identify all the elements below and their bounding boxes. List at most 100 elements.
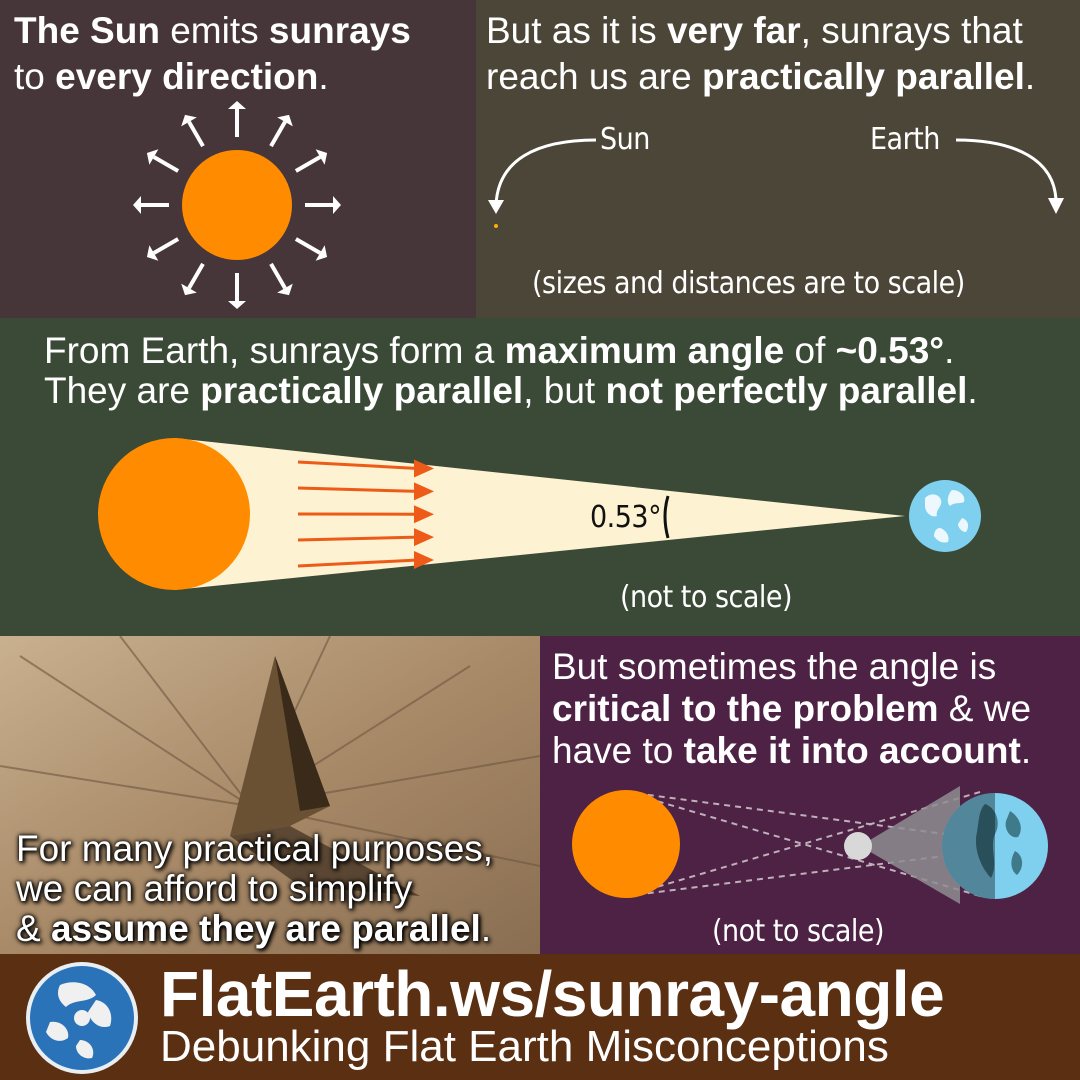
scale-note: (not to scale) [712, 914, 885, 949]
sunray-line [297, 460, 419, 470]
text-segment: emits [159, 10, 269, 51]
ray-arrow-shaft [294, 237, 322, 255]
panel5-line3: have to take it into account. [552, 730, 1031, 772]
text-segment: The Sun [14, 10, 160, 51]
ray-arrowhead [181, 114, 197, 127]
sun-label: Sun [600, 122, 650, 157]
text-segment: ~0.53° [835, 330, 945, 371]
moon-icon [844, 832, 872, 860]
sun-icon [572, 790, 680, 898]
text-segment: . [1024, 56, 1036, 97]
sun-icon [182, 150, 292, 260]
earth-icon [942, 793, 1048, 899]
shadow-cone [860, 786, 960, 904]
ray-arrowhead [315, 149, 328, 165]
text-segment: have to [552, 730, 684, 771]
text-segment: every direction [55, 56, 319, 97]
text-segment: assume they are parallel [50, 908, 481, 949]
sunray-arrowhead [414, 459, 434, 478]
scale-diagram [488, 138, 1064, 228]
tiny-sun-icon [494, 224, 498, 228]
text-segment: , but [523, 370, 606, 411]
ray-arrow-shaft [187, 120, 205, 148]
panel5-line1: But sometimes the angle is [552, 646, 996, 688]
ray-arrowhead [333, 196, 341, 214]
ray-arrow-shaft [269, 120, 287, 148]
text-segment: . [480, 908, 492, 949]
text-segment: not perfectly parallel [605, 370, 968, 411]
sun-pointer-arrowhead [488, 200, 504, 214]
angle-diagram [98, 438, 981, 590]
ray-arrowhead [277, 283, 293, 296]
sunray-arrowhead [414, 482, 434, 501]
panel5-line2: critical to the problem & we [552, 688, 1031, 730]
ray-arrow-shaft [294, 155, 322, 173]
footer [0, 954, 1080, 1080]
panel2-line1: But as it is very far, sunrays that [486, 10, 1023, 52]
panel-max-angle: From Earth, sunrays form a maximum angle… [0, 318, 1080, 636]
panel2-line2: reach us are practically parallel. [486, 56, 1035, 98]
text-segment: very far [666, 10, 801, 51]
radial-arrows [133, 101, 341, 309]
ray-arrowhead [181, 283, 197, 296]
panel4-line2: we can afford to simplify [16, 868, 412, 910]
panel3-line2: They are practically parallel, but not p… [44, 370, 978, 412]
text-segment: reach us are [486, 56, 702, 97]
scale-note: (sizes and distances are to scale) [532, 266, 965, 301]
text-segment: practically parallel [200, 370, 524, 411]
panel4-line1: For many practical purposes, [16, 828, 493, 870]
text-segment: sunrays [268, 10, 411, 51]
text-segment: . [967, 370, 978, 411]
ray-arrow-shaft [152, 155, 180, 173]
text-segment: . [1020, 730, 1032, 771]
panel-sun-emits: The Sun emits sunrays to every direction… [0, 0, 476, 318]
text-segment: They are [44, 370, 201, 411]
earth-icon [909, 480, 981, 552]
text-segment: But as it is [486, 10, 667, 51]
text-segment: of [784, 330, 836, 371]
text-segment: . [944, 330, 955, 371]
sunray-arrowhead [414, 505, 434, 524]
sunlight-cone [174, 438, 905, 590]
sun-icon [98, 438, 250, 590]
text-segment: . [318, 56, 329, 97]
sun-rays-diagram [133, 101, 341, 309]
sunray-line [297, 486, 419, 493]
ray-arrowhead [133, 196, 141, 214]
sundial-photo [0, 636, 540, 954]
ray-arrowhead [146, 149, 159, 165]
ray-arrow-shaft [269, 262, 287, 290]
text-segment: maximum angle [504, 330, 785, 371]
text-segment: we can afford to simplify [16, 868, 413, 909]
panel1-line1: The Sun emits sunrays [14, 10, 411, 52]
earth-pointer-arrowhead [1048, 198, 1064, 214]
angle-label: 0.53° [590, 500, 662, 535]
ray-arrow-shaft [152, 237, 180, 255]
gnomon-shadow [230, 826, 420, 896]
text-segment: to [14, 56, 56, 97]
sunray-line [297, 535, 419, 542]
site-tagline: Debunking Flat Earth Misconceptions [160, 1022, 889, 1071]
ray-arrowhead [277, 114, 293, 127]
sun-pointer-arrow [494, 138, 597, 206]
text-segment: For many practical purposes, [16, 828, 494, 869]
text-segment: , sunrays that [800, 10, 1023, 51]
ray-arrowhead [228, 101, 246, 109]
panel-very-far: But as it is very far, sunrays that reac… [476, 0, 1080, 318]
angle-arc [663, 495, 670, 539]
parallel-rays [297, 459, 434, 569]
eclipse-diagram [572, 786, 1048, 904]
text-segment: & we [938, 688, 1032, 729]
ray-arrowhead [315, 245, 328, 261]
text-segment: But sometimes the angle is [552, 646, 997, 687]
panel1-line2: to every direction. [14, 56, 329, 98]
sunray-arrowhead [414, 551, 434, 569]
earth-pointer-arrow [955, 138, 1058, 201]
text-segment: & [16, 908, 51, 949]
panel3-line1: From Earth, sunrays form a maximum angle… [44, 330, 954, 372]
site-url-title[interactable]: FlatEarth.ws/sunray-angle [160, 958, 945, 1030]
text-segment: take it into account [683, 730, 1021, 771]
ray-arrow-shaft [187, 262, 205, 290]
panel4-line3: & assume they are parallel. [16, 908, 491, 950]
